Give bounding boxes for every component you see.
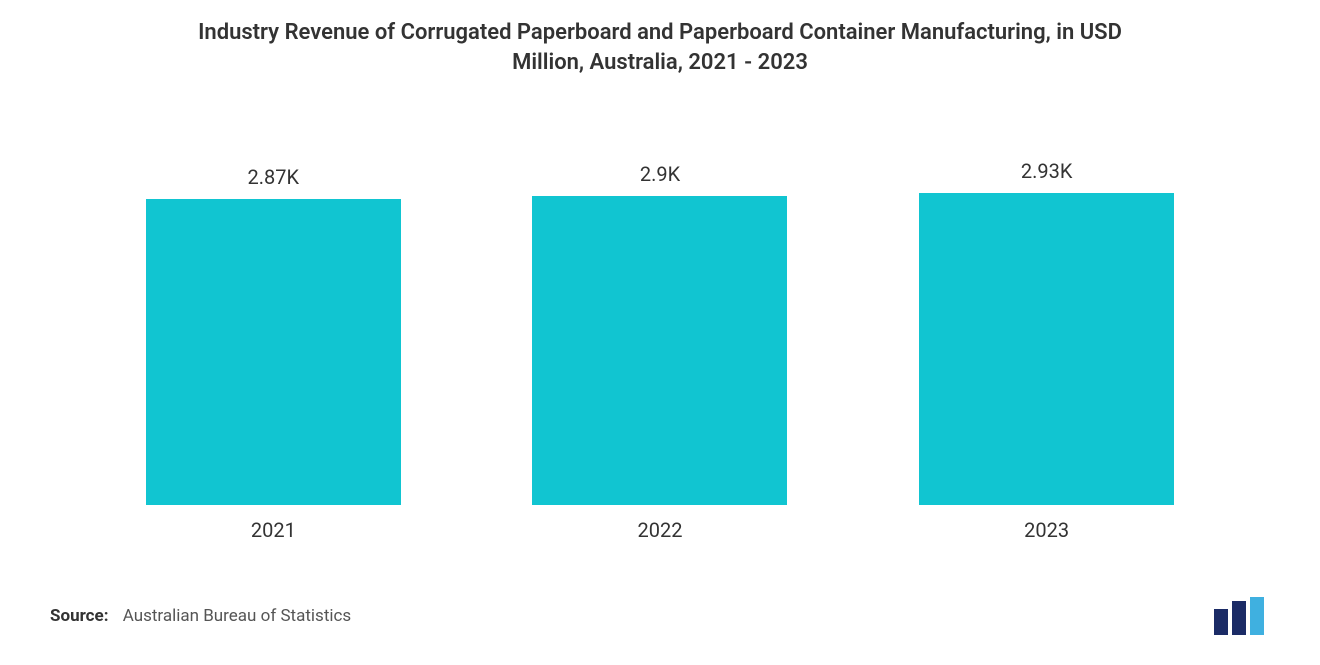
- bar-value-label: 2.9K: [640, 162, 680, 186]
- bar-value-label: 2.93K: [1021, 159, 1073, 183]
- x-tick-1: 2022: [530, 518, 790, 542]
- footer: Source: Australian Bureau of Statistics: [50, 597, 1270, 635]
- x-axis: 2021 2022 2023: [50, 506, 1270, 542]
- brand-logo-icon: [1212, 597, 1270, 635]
- logo-bar-2: [1232, 601, 1246, 635]
- logo-bar-1: [1214, 609, 1228, 635]
- bar-group-2: 2.93K: [917, 159, 1177, 505]
- source-line: Source: Australian Bureau of Statistics: [50, 606, 351, 626]
- bar-2: [919, 193, 1174, 505]
- x-tick-2: 2023: [917, 518, 1177, 542]
- bar-0: [146, 199, 401, 505]
- bar-group-1: 2.9K: [530, 162, 790, 505]
- source-text: Australian Bureau of Statistics: [123, 606, 351, 626]
- chart-container: Industry Revenue of Corrugated Paperboar…: [0, 0, 1320, 665]
- source-label: Source:: [50, 606, 108, 626]
- x-tick-0: 2021: [143, 518, 403, 542]
- plot-area: 2.87K 2.9K 2.93K: [50, 127, 1270, 506]
- bar-value-label: 2.87K: [248, 165, 300, 189]
- bar-1: [532, 196, 787, 505]
- logo-bar-3: [1250, 597, 1264, 635]
- chart-title: Industry Revenue of Corrugated Paperboar…: [160, 18, 1160, 77]
- bar-group-0: 2.87K: [143, 165, 403, 505]
